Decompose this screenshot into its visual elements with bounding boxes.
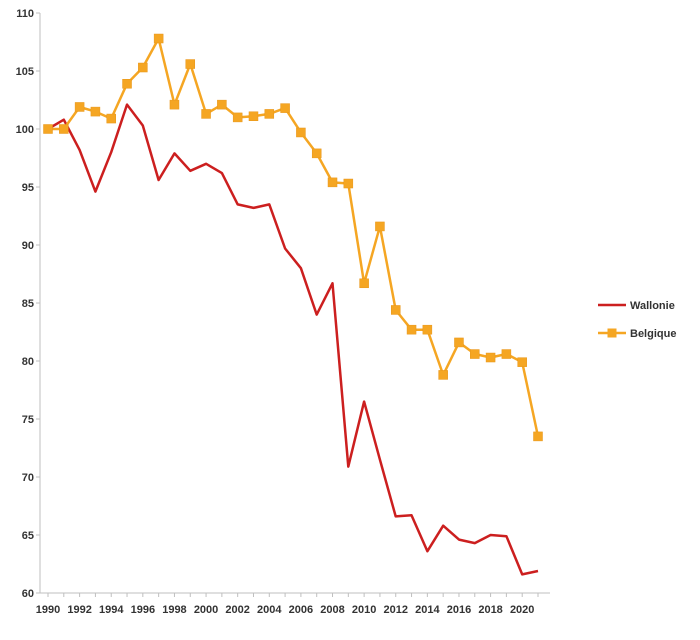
data-point-belgique [501,349,512,359]
x-tick-label: 1998 [162,604,186,616]
series-line-belgique [48,37,540,437]
x-tick-label: 1994 [99,604,124,616]
x-tick-label: 2008 [320,604,344,616]
data-point-belgique [470,349,480,359]
data-point-belgique [74,102,85,112]
x-tick-label: 2004 [257,604,282,616]
data-point-belgique [280,103,290,113]
data-point-belgique [406,324,417,335]
chart-series [43,33,543,576]
data-point-belgique [59,124,69,134]
data-point-belgique [153,33,164,44]
y-tick-label: 100 [16,124,34,136]
x-tick-label: 2012 [383,604,407,616]
data-point-belgique [454,337,464,348]
y-tick-label: 85 [22,298,34,310]
y-tick-label: 105 [16,66,34,78]
data-point-belgique [169,99,180,110]
data-point-belgique [485,352,496,363]
data-point-belgique [232,112,243,123]
y-tick-label: 110 [16,8,34,20]
y-tick-label: 70 [22,472,34,484]
x-axis-ticks: 1990 1992 1994 1996 1998 2000 2002 2004 2006 2008… [36,593,539,616]
data-point-belgique [248,111,259,121]
x-tick-label: 2018 [478,604,502,616]
data-point-belgique [264,109,275,119]
x-tick-label: 2006 [289,604,313,616]
data-point-belgique [296,127,306,138]
y-tick-label: 95 [22,182,34,194]
data-point-belgique [217,99,227,110]
data-point-belgique [327,177,338,188]
legend-label-belgique: Belgique [630,328,676,340]
data-point-belgique [201,109,211,119]
data-point-belgique [90,106,101,117]
x-tick-label: 1992 [67,604,91,616]
data-point-belgique [311,148,322,159]
x-tick-label: 1990 [36,604,60,616]
data-point-belgique [106,113,116,124]
data-point-belgique [390,305,401,315]
data-point-belgique [533,431,543,442]
y-axis-ticks: 60 65 70 75 80 85 90 95 100 105 110 [16,8,40,600]
y-tick-label: 80 [22,356,34,368]
data-point-belgique [359,278,369,289]
data-point-belgique [517,357,527,367]
data-point-belgique [343,178,354,189]
data-point-belgique [422,324,433,335]
data-point-belgique [138,62,148,73]
series-line-wallonie [47,103,539,576]
x-tick-label: 2016 [447,604,471,616]
x-tick-label: 2000 [194,604,218,616]
data-point-belgique [375,221,385,232]
legend: Wallonie Belgique [598,300,676,340]
legend-label-wallonie: Wallonie [630,300,675,312]
x-tick-label: 2014 [415,604,440,616]
x-tick-label: 2020 [510,604,534,616]
x-tick-label: 2002 [225,604,249,616]
legend-marker-belgique [607,328,617,338]
y-tick-label: 65 [22,530,34,542]
y-tick-label: 60 [22,588,34,600]
y-tick-label: 75 [22,414,34,426]
data-point-belgique [438,370,448,380]
data-point-belgique [185,59,196,69]
data-point-belgique [43,124,53,134]
x-tick-label: 2010 [352,604,376,616]
y-tick-label: 90 [22,240,34,252]
chart-axes [39,13,550,594]
x-tick-label: 1996 [131,604,155,616]
data-point-belgique [122,79,132,89]
